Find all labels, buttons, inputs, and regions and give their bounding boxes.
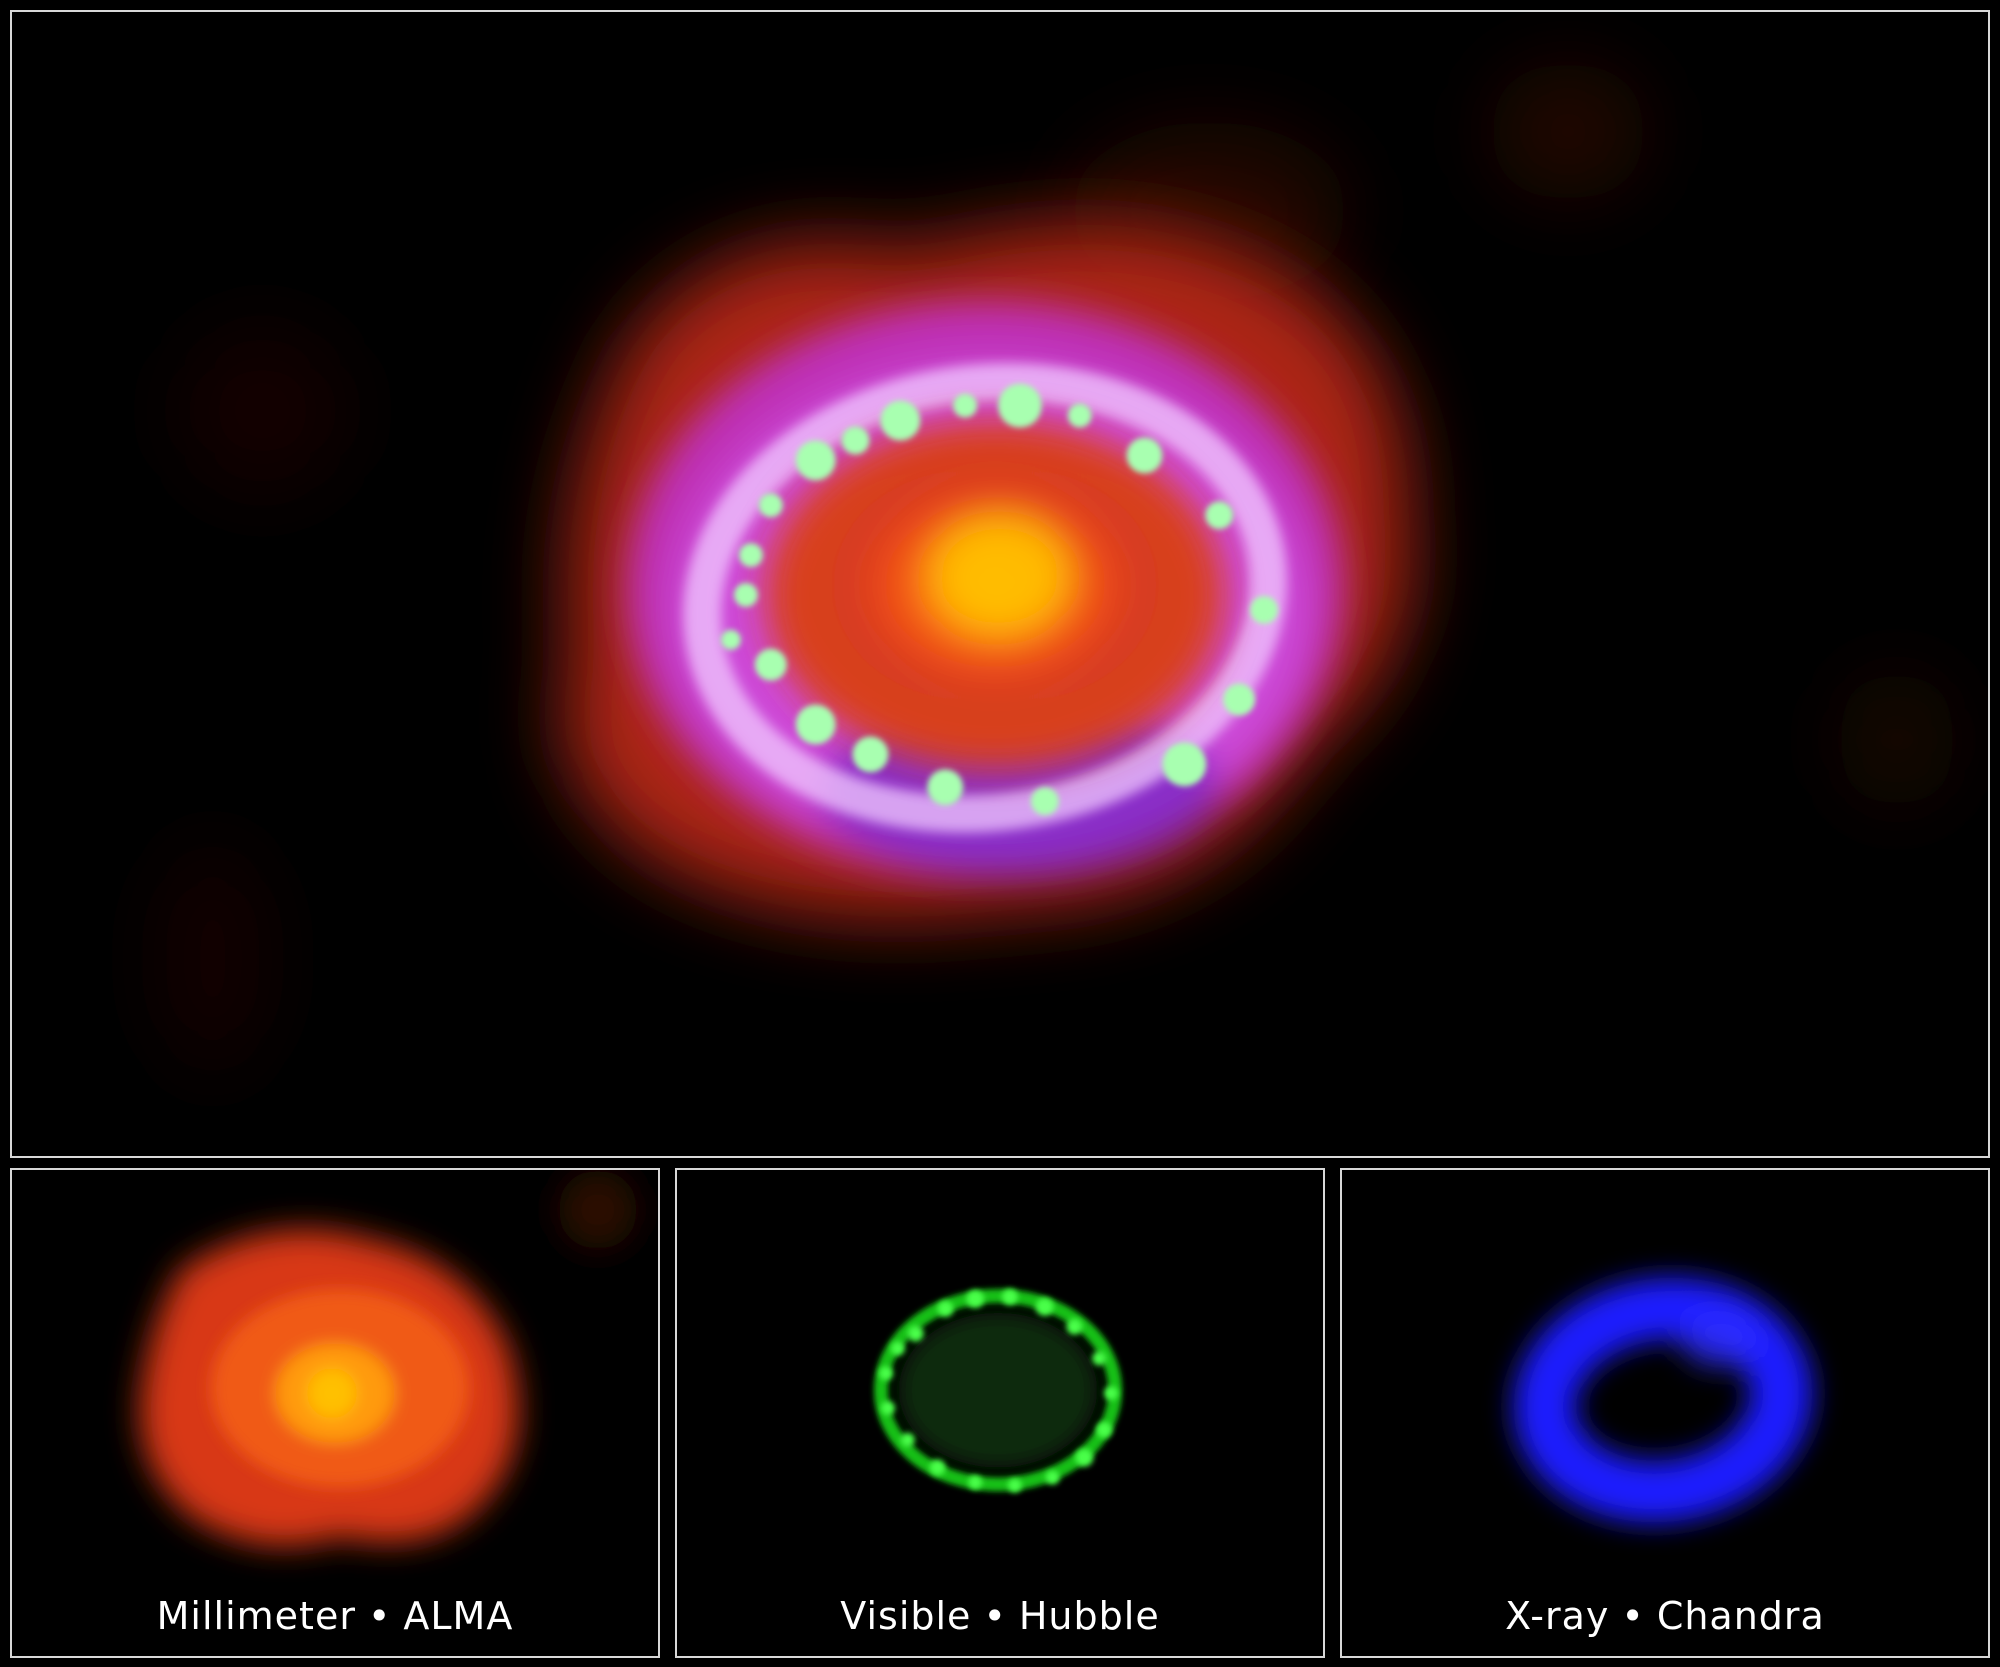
- millimeter-alma-panel: Millimeter • ALMA: [10, 1168, 660, 1658]
- composite-image-panel: [10, 10, 1990, 1158]
- alma-millimeter-image: [12, 1170, 658, 1656]
- hubble-caption: Visible • Hubble: [677, 1594, 1323, 1638]
- chandra-wavelength-label: X-ray: [1505, 1594, 1610, 1638]
- chandra-xray-image: [1342, 1170, 1988, 1656]
- alma-observatory-label: ALMA: [403, 1594, 514, 1638]
- chandra-separator: •: [1621, 1594, 1645, 1638]
- alma-wavelength-label: Millimeter: [156, 1594, 356, 1638]
- chandra-caption: X-ray • Chandra: [1342, 1594, 1988, 1638]
- xray-chandra-panel: X-ray • Chandra: [1340, 1168, 1990, 1658]
- bright-ring: [683, 363, 1287, 833]
- hubble-visible-image: [677, 1170, 1323, 1656]
- visible-hubble-panel: Visible • Hubble: [675, 1168, 1325, 1658]
- alma-caption: Millimeter • ALMA: [12, 1594, 658, 1638]
- hubble-separator: •: [983, 1594, 1007, 1638]
- hubble-wavelength-label: Visible: [840, 1594, 972, 1638]
- composite-supernova-image: [13, 12, 1987, 1156]
- faint-background-haze: [152, 61, 1957, 1079]
- visible-hotspots: [720, 383, 1279, 816]
- chandra-observatory-label: Chandra: [1656, 1594, 1825, 1638]
- hubble-observatory-label: Hubble: [1018, 1594, 1160, 1638]
- alma-separator: •: [367, 1594, 392, 1638]
- central-core: [765, 420, 1225, 770]
